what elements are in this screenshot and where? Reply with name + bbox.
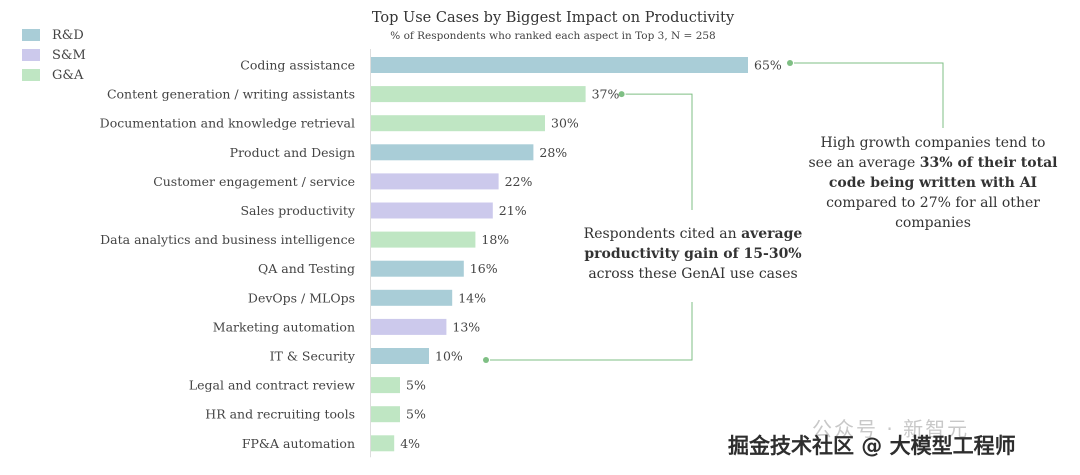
category-label: FP&A automation	[242, 436, 355, 451]
connector-line-high-growth	[794, 62, 944, 128]
category-label: Data analytics and business intelligence	[100, 232, 355, 247]
connectors-layer	[483, 60, 944, 363]
annotation-high-growth-part2: 33% of their total code being written wi…	[828, 155, 1058, 191]
category-label: Marketing automation	[213, 319, 355, 334]
bar	[371, 115, 545, 132]
legend-swatch-sm	[22, 49, 40, 61]
category-label: Coding assistance	[240, 58, 355, 73]
value-label: 16%	[470, 261, 498, 276]
bar	[371, 289, 453, 306]
bar	[371, 406, 400, 423]
legend-label-rd: R&D	[52, 27, 84, 43]
value-label: 37%	[592, 87, 620, 102]
category-label: Sales productivity	[240, 203, 355, 218]
connector-line-productivity-top	[625, 93, 693, 210]
category-label: Customer engagement / service	[153, 174, 355, 189]
bar	[371, 57, 748, 73]
category-label: Content generation / writing assistants	[107, 87, 355, 102]
chart-subtitle: % of Respondents who ranked each aspect …	[390, 30, 716, 42]
category-label: IT & Security	[270, 349, 356, 364]
annotation-high-growth-part1: High growth companies tend to see an ave…	[808, 135, 1046, 171]
watermark-juejin: 掘金技术社区 @ 大模型工程师	[728, 434, 1016, 458]
value-label: 13%	[452, 319, 480, 334]
value-label: 18%	[481, 232, 509, 247]
annotation-productivity-gain-part2: average productivity gain of 15-30%	[584, 226, 803, 262]
bar	[371, 86, 586, 103]
legend: R&D S&M G&A	[22, 25, 86, 85]
connector-dot-it-security	[483, 357, 489, 363]
watermark-wechat: 公众号 · 新智元	[812, 417, 970, 441]
category-label: QA and Testing	[258, 261, 355, 276]
bar	[371, 435, 395, 452]
category-label: Product and Design	[230, 145, 355, 160]
legend-label-sm: S&M	[52, 47, 86, 63]
value-label: 65%	[754, 58, 782, 73]
category-label: Documentation and knowledge retrieval	[100, 116, 355, 131]
value-label: 10%	[435, 349, 463, 364]
bars-layer: Coding assistance 65% Content generation /…	[100, 49, 782, 458]
legend-item-sm: S&M	[22, 45, 86, 65]
value-label: 5%	[406, 378, 426, 393]
bar	[371, 377, 400, 394]
connector-dot-coding	[787, 60, 793, 66]
chart-title: Top Use Cases by Biggest Impact on Produ…	[371, 10, 735, 26]
category-label: DevOps / MLOps	[248, 290, 355, 305]
bar	[371, 173, 499, 190]
bar	[371, 318, 447, 335]
legend-item-rd: R&D	[22, 25, 86, 45]
annotation-high-growth-part3: compared to 27% for all other companies	[826, 195, 1040, 231]
category-label: Legal and contract review	[189, 378, 355, 393]
connector-line-productivity-bottom	[490, 302, 693, 361]
bar	[371, 202, 493, 219]
value-label: 22%	[505, 174, 533, 189]
annotation-productivity-gain-part3: across these GenAI use cases	[588, 266, 798, 282]
annotation-productivity-gain-part1: Respondents cited an	[583, 226, 742, 242]
legend-item-ga: G&A	[22, 65, 86, 85]
legend-swatch-rd	[22, 29, 40, 41]
legend-swatch-ga	[22, 69, 40, 81]
value-label: 28%	[539, 145, 567, 160]
value-label: 5%	[406, 407, 426, 422]
legend-label-ga: G&A	[52, 67, 84, 83]
bar	[371, 348, 429, 364]
bar	[371, 260, 464, 277]
bar	[371, 144, 534, 161]
category-label: HR and recruiting tools	[205, 407, 355, 422]
annotation-high-growth: High growth companies tend to see an ave…	[808, 133, 1058, 233]
annotation-productivity-gain: Respondents cited an average productivit…	[578, 224, 808, 284]
value-label: 30%	[551, 116, 579, 131]
bar	[371, 231, 476, 248]
value-label: 4%	[400, 436, 420, 451]
connector-dot-content	[618, 91, 625, 98]
value-label: 14%	[458, 290, 486, 305]
value-label: 21%	[499, 203, 527, 218]
